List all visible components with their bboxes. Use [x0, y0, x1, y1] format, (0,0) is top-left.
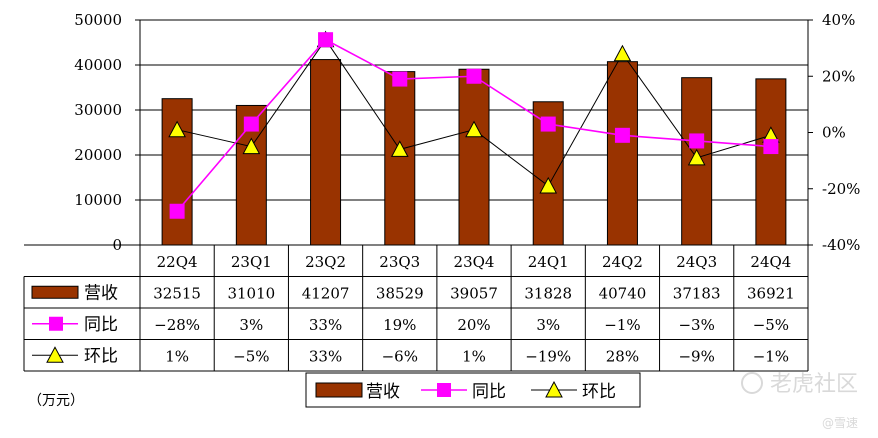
table-cell: 36921	[747, 284, 795, 302]
point-marker	[390, 140, 409, 157]
watermark-logo	[741, 372, 763, 394]
table-cell: 32515	[153, 284, 201, 302]
table-cell: 31828	[524, 284, 572, 302]
watermark-text: 老虎社区	[770, 372, 858, 397]
table-cell: 33%	[309, 316, 342, 334]
legend-label: 环比	[582, 382, 616, 402]
table-cell: −1%	[753, 347, 789, 365]
y-left-tick-label: 20000	[74, 146, 122, 164]
point-marker	[318, 32, 334, 48]
table-cell: −28%	[154, 316, 200, 334]
table-cell: 37183	[673, 284, 721, 302]
table-row-label: 同比	[84, 315, 118, 335]
table-row-label: 环比	[84, 346, 118, 366]
point-marker	[689, 133, 705, 149]
table-key-marker	[49, 316, 63, 331]
y-left-tick-label: 50000	[74, 11, 122, 29]
x-tick-label: 23Q3	[379, 253, 420, 271]
bar	[681, 77, 713, 246]
point-marker	[613, 44, 632, 62]
table-cell: −1%	[604, 316, 640, 334]
x-tick-label: 24Q2	[602, 253, 643, 271]
point-marker	[466, 68, 482, 84]
table-cell: 41207	[302, 284, 350, 302]
legend-key-marker	[545, 380, 563, 398]
point-marker	[242, 137, 261, 155]
point-marker	[243, 116, 259, 132]
x-tick-label: 23Q4	[454, 253, 495, 271]
watermark-subtext: @雪速	[822, 416, 858, 430]
table-cell: 38529	[376, 284, 424, 302]
legend-key-bar	[315, 382, 363, 398]
y-right-tick-label: 0%	[822, 124, 846, 142]
table-cell: −3%	[678, 316, 714, 334]
table-cell: −9%	[678, 347, 714, 365]
table-row-label: 营收	[84, 283, 118, 303]
table-cell: −6%	[382, 347, 418, 365]
x-tick-label: 23Q1	[231, 253, 272, 271]
point-marker	[465, 120, 483, 138]
table-cell: 39057	[450, 284, 498, 302]
bar	[384, 71, 416, 246]
point-marker	[169, 203, 185, 219]
point-marker	[168, 120, 186, 138]
bar	[755, 78, 787, 246]
table-cell: 33%	[309, 347, 342, 365]
x-tick-label: 22Q4	[157, 253, 198, 271]
unit-label: （万元）	[28, 393, 84, 409]
table-cell: 28%	[606, 347, 639, 365]
table-key-marker	[46, 346, 64, 363]
legend-label: 营收	[366, 382, 400, 402]
legend-label: 同比	[472, 382, 506, 402]
y-right-tick-label: -40%	[822, 236, 860, 254]
point-marker	[687, 148, 706, 166]
table-cell: −5%	[233, 347, 269, 365]
point-marker	[763, 139, 779, 155]
point-marker	[540, 116, 556, 132]
y-right-tick-label: 40%	[822, 11, 855, 29]
table-cell: 1%	[462, 347, 486, 365]
table-cell: 3%	[536, 316, 560, 334]
y-left-tick-label: 30000	[74, 101, 122, 119]
table-cell: 31010	[227, 284, 275, 302]
x-tick-label: 23Q2	[305, 253, 346, 271]
table-cell: 19%	[383, 316, 416, 334]
x-tick-label: 24Q1	[528, 253, 569, 271]
watermark: 老虎社区 @雪速	[741, 372, 858, 430]
point-marker	[539, 176, 558, 194]
legend-key-marker	[437, 383, 451, 397]
x-tick-label: 24Q4	[750, 253, 791, 271]
table-key-bar	[31, 285, 79, 299]
table-cell: −5%	[753, 316, 789, 334]
y-left-tick-label: 10000	[74, 191, 122, 209]
y-right-tick-label: 20%	[822, 67, 855, 85]
point-marker	[614, 127, 630, 143]
bar	[458, 68, 490, 246]
bar	[606, 61, 638, 246]
table-cell: 20%	[457, 316, 490, 334]
legend: 营收 同比 环比	[305, 372, 641, 408]
point-marker	[392, 71, 408, 87]
y-right-tick-label: -20%	[822, 180, 860, 198]
table-cell: −19%	[525, 347, 571, 365]
bar	[310, 59, 342, 246]
y-left-tick-label: 40000	[74, 56, 122, 74]
table-cell: 3%	[239, 316, 263, 334]
table-cell: 40740	[599, 284, 647, 302]
x-tick-label: 24Q3	[676, 253, 717, 271]
table-cell: 1%	[165, 347, 189, 365]
